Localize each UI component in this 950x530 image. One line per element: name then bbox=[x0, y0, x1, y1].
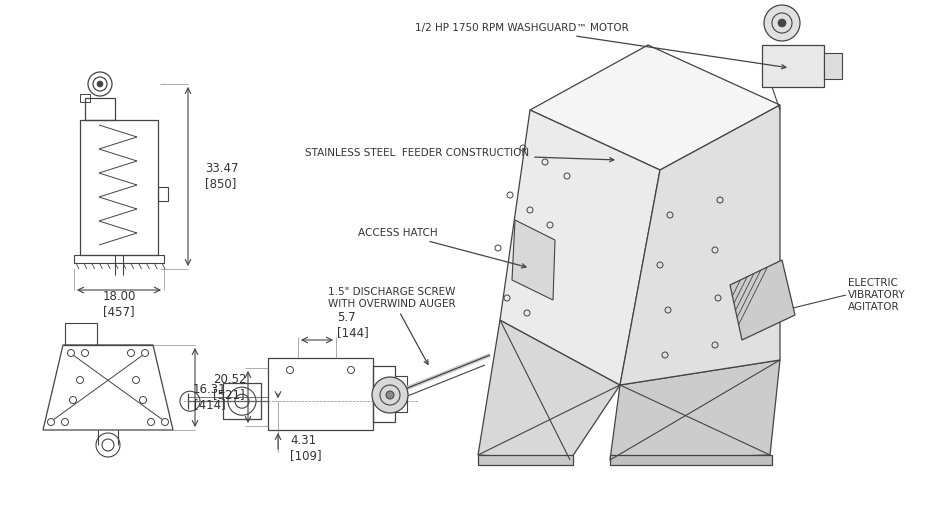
Text: 4.31
[109]: 4.31 [109] bbox=[290, 434, 322, 462]
Bar bbox=[478, 455, 573, 465]
Text: ACCESS HATCH: ACCESS HATCH bbox=[358, 228, 526, 268]
Circle shape bbox=[97, 81, 103, 87]
Bar bbox=[80, 120, 158, 255]
Text: 1/2 HP 1750 RPM WASHGUARD™ MOTOR: 1/2 HP 1750 RPM WASHGUARD™ MOTOR bbox=[415, 23, 786, 69]
Text: 20.52
[521]: 20.52 [521] bbox=[213, 373, 246, 401]
Text: 33.47
[850]: 33.47 [850] bbox=[205, 162, 238, 190]
Bar bbox=[74, 255, 164, 263]
Polygon shape bbox=[512, 220, 555, 300]
Bar bbox=[610, 455, 772, 465]
Circle shape bbox=[764, 5, 800, 41]
Bar bbox=[223, 383, 261, 419]
Text: 1.5" DISCHARGE SCREW
WITH OVERWIND AUGER: 1.5" DISCHARGE SCREW WITH OVERWIND AUGER bbox=[328, 287, 456, 364]
Text: 18.00
[457]: 18.00 [457] bbox=[103, 290, 136, 318]
Bar bbox=[268, 358, 373, 430]
Polygon shape bbox=[730, 260, 795, 340]
Polygon shape bbox=[500, 110, 660, 385]
Bar bbox=[373, 366, 395, 422]
Circle shape bbox=[778, 19, 786, 27]
Text: STAINLESS STEEL  FEEDER CONSTRUCTION: STAINLESS STEEL FEEDER CONSTRUCTION bbox=[305, 148, 614, 162]
Polygon shape bbox=[478, 320, 620, 460]
Bar bbox=[158, 187, 168, 201]
Text: 5.7
[144]: 5.7 [144] bbox=[337, 311, 369, 339]
Bar bbox=[65, 323, 97, 345]
Polygon shape bbox=[610, 360, 780, 460]
Bar bbox=[762, 45, 824, 87]
Bar bbox=[85, 98, 115, 120]
Polygon shape bbox=[530, 45, 780, 170]
Bar bbox=[395, 376, 407, 412]
Bar bbox=[824, 53, 842, 79]
Polygon shape bbox=[620, 105, 780, 385]
Bar bbox=[80, 94, 90, 102]
Circle shape bbox=[372, 377, 408, 413]
Text: 16.31
[414]: 16.31 [414] bbox=[192, 383, 226, 411]
Circle shape bbox=[386, 391, 394, 399]
Text: ELECTRIC
VIBRATORY
AGITATOR: ELECTRIC VIBRATORY AGITATOR bbox=[848, 278, 905, 312]
